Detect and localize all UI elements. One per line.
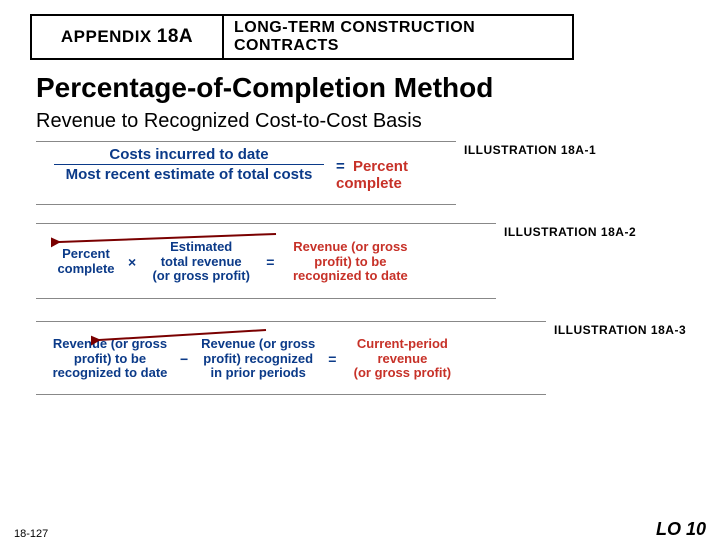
illustration-3: Revenue (or gross profit) to be recogniz… <box>36 321 546 395</box>
appendix-number: 18A <box>157 26 193 48</box>
il3-t1-l3: recognized to date <box>46 366 174 381</box>
il3-t1-l2: profit) to be <box>46 352 174 367</box>
il3-r-l3: (or gross profit) <box>342 366 462 381</box>
il1-equals: = <box>336 158 345 175</box>
arrow-icon <box>91 328 271 348</box>
il2-equals: = <box>260 254 280 270</box>
il2-t1-l2: complete <box>50 262 122 277</box>
il2-r-l2: profit) to be <box>280 255 420 270</box>
il3-result: Current-period revenue (or gross profit) <box>342 337 462 382</box>
il3-r-l2: revenue <box>342 352 462 367</box>
il1-numerator: Costs incurred to date <box>54 146 324 165</box>
page-title: Percentage-of-Completion Method <box>36 72 720 104</box>
il2-r-l3: recognized to date <box>280 269 420 284</box>
il2-t2-l2: total revenue <box>142 255 260 270</box>
appendix-title: LONG-TERM CONSTRUCTION CONTRACTS <box>224 16 572 58</box>
il1-label: ILLUSTRATION 18A-1 <box>464 143 720 157</box>
il2-t2-l3: (or gross profit) <box>142 269 260 284</box>
appendix-header: APPENDIX 18A LONG-TERM CONSTRUCTION CONT… <box>30 14 574 60</box>
il2-r-l1: Revenue (or gross <box>280 240 420 255</box>
illustration-1: Costs incurred to date Most recent estim… <box>36 141 456 205</box>
il1-result: Percent complete <box>336 158 408 192</box>
il2-term1: Percent complete <box>50 247 122 277</box>
il2-times: × <box>122 254 142 270</box>
learning-objective: LO 10 <box>656 519 706 540</box>
il1-rhs: = Percent complete <box>336 158 456 192</box>
il1-denominator: Most recent estimate of total costs <box>54 165 324 183</box>
il3-equals: = <box>322 351 342 367</box>
il2-label: ILLUSTRATION 18A-2 <box>504 225 720 239</box>
arrow-icon <box>51 230 281 250</box>
il3-minus: − <box>174 351 194 367</box>
illustration-2: Percent complete × Estimated total reven… <box>36 223 496 299</box>
illustration-1-row: Costs incurred to date Most recent estim… <box>36 141 720 205</box>
il3-label: ILLUSTRATION 18A-3 <box>554 323 720 337</box>
page-subtitle: Revenue to Recognized Cost-to-Cost Basis <box>36 110 720 133</box>
illustration-2-row: Percent complete × Estimated total reven… <box>36 223 720 299</box>
appendix-badge: APPENDIX 18A <box>32 16 224 58</box>
il3-t2-l2: profit) recognized <box>194 352 322 367</box>
il3-t2-l3: in prior periods <box>194 366 322 381</box>
appendix-word: APPENDIX <box>61 27 152 47</box>
illustration-3-row: Revenue (or gross profit) to be recogniz… <box>36 321 720 395</box>
page-number: 18-127 <box>14 528 48 540</box>
il3-r-l1: Current-period <box>342 337 462 352</box>
il2-result: Revenue (or gross profit) to be recogniz… <box>280 240 420 285</box>
